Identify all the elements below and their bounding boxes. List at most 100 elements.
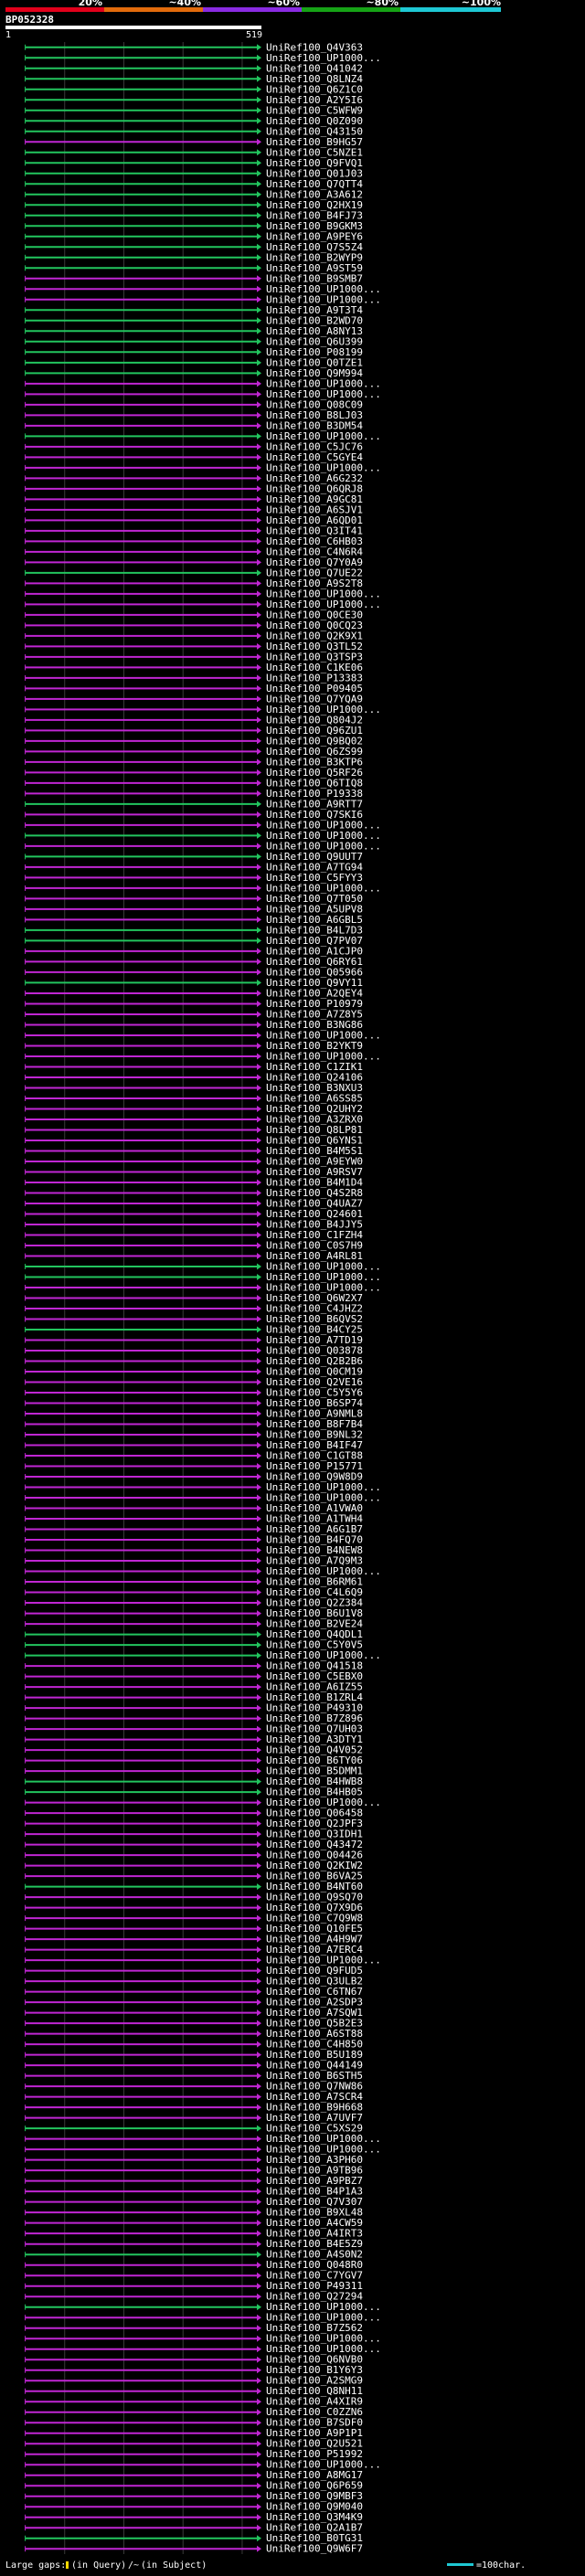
hit-label: UniRef100_A9RTT7 bbox=[266, 798, 363, 810]
hit-label: UniRef100_UP1000... bbox=[266, 1260, 381, 1272]
hit-label: UniRef100_B4FJ73 bbox=[266, 209, 363, 221]
hit-end-arrow bbox=[257, 747, 261, 755]
hit-end-arrow bbox=[257, 1662, 261, 1670]
hit-label: UniRef100_B3NXU3 bbox=[266, 1082, 363, 1094]
hit-end-arrow bbox=[257, 2524, 261, 2531]
hit-label: UniRef100_B0TG31 bbox=[266, 2532, 363, 2544]
hit-end-arrow bbox=[257, 2472, 261, 2479]
hit-label: UniRef100_C6TN67 bbox=[266, 1986, 363, 1998]
hit-label: UniRef100_A6G232 bbox=[266, 472, 363, 484]
hit-end-arrow bbox=[257, 1505, 261, 1512]
hit-label: UniRef100_UP1000... bbox=[266, 1797, 381, 1808]
hit-label: UniRef100_A3ZRX0 bbox=[266, 1113, 363, 1125]
hit-end-arrow bbox=[257, 2356, 261, 2363]
hit-end-arrow bbox=[257, 1452, 261, 1459]
hit-end-arrow bbox=[257, 1147, 261, 1154]
hit-label: UniRef100_Q7UE22 bbox=[266, 567, 363, 578]
hit-end-arrow bbox=[257, 611, 261, 619]
hit-label: UniRef100_B8LJ03 bbox=[266, 409, 363, 421]
hit-end-arrow bbox=[257, 443, 261, 451]
hit-end-arrow bbox=[257, 1295, 261, 1301]
hit-end-arrow bbox=[257, 170, 261, 177]
hit-end-arrow bbox=[257, 800, 261, 808]
hit-end-arrow bbox=[257, 2104, 261, 2111]
hit-label: UniRef100_Q4QDL1 bbox=[266, 1628, 363, 1640]
legend: Large gaps: (in Query) /~ (in Subject) =… bbox=[5, 2560, 526, 2571]
hit-label: UniRef100_B6STH5 bbox=[266, 2070, 363, 2082]
hit-label: UniRef100_Q9SQ70 bbox=[266, 1892, 363, 1903]
hit-label: UniRef100_Q2UHY2 bbox=[266, 1103, 363, 1115]
hit-end-arrow bbox=[257, 1715, 261, 1723]
hit-end-arrow bbox=[257, 117, 261, 124]
hit-label: UniRef100_Q3IT41 bbox=[266, 525, 363, 536]
hit-end-arrow bbox=[257, 1610, 261, 1617]
hit-label: UniRef100_B9NL32 bbox=[266, 1429, 363, 1441]
hit-label: UniRef100_Q0CE30 bbox=[266, 609, 363, 620]
hit-end-arrow bbox=[257, 2251, 261, 2258]
hit-end-arrow bbox=[257, 779, 261, 787]
hit-label: UniRef100_P49310 bbox=[266, 1702, 363, 1714]
hit-end-arrow bbox=[257, 1851, 261, 1859]
hit-end-arrow bbox=[257, 1042, 261, 1049]
hit-end-arrow bbox=[257, 1011, 261, 1018]
hit-label: UniRef100_Q9MBF3 bbox=[266, 2490, 363, 2502]
hit-label: UniRef100_B3DM54 bbox=[266, 419, 363, 431]
hit-end-arrow bbox=[257, 1189, 261, 1196]
hit-label: UniRef100_A6QD01 bbox=[266, 514, 363, 526]
hit-end-arrow bbox=[257, 2451, 261, 2458]
hit-label: UniRef100_Q7QTT4 bbox=[266, 178, 363, 190]
hit-label: UniRef100_UP1000... bbox=[266, 388, 381, 400]
hit-end-arrow bbox=[257, 2430, 261, 2437]
hit-end-arrow bbox=[257, 1494, 261, 1501]
hit-end-arrow bbox=[257, 1231, 261, 1238]
hit-end-arrow bbox=[257, 2062, 261, 2069]
hit-end-arrow bbox=[257, 2157, 261, 2164]
hit-end-arrow bbox=[257, 1347, 261, 1354]
hit-label: UniRef100_B6RM61 bbox=[266, 1576, 363, 1588]
hit-label: UniRef100_UP1000... bbox=[266, 2133, 381, 2145]
hit-label: UniRef100_Q7X9D6 bbox=[266, 1902, 363, 1913]
hit-label: UniRef100_C1GT88 bbox=[266, 1450, 363, 1462]
hit-end-arrow bbox=[257, 2545, 261, 2552]
hit-label: UniRef100_A6IZ55 bbox=[266, 1681, 363, 1693]
hit-end-arrow bbox=[257, 1158, 261, 1165]
hit-label: UniRef100_B4M5S1 bbox=[266, 1145, 363, 1157]
hit-end-arrow bbox=[257, 1683, 261, 1691]
hit-end-arrow bbox=[257, 1105, 261, 1112]
hit-label: UniRef100_Q6NVB0 bbox=[266, 2354, 363, 2366]
hit-label: UniRef100_A9TB96 bbox=[266, 2165, 363, 2177]
hit-end-arrow bbox=[257, 1893, 261, 1901]
hit-label: UniRef100_B7SDF0 bbox=[266, 2417, 363, 2429]
hit-end-arrow bbox=[257, 674, 261, 682]
hit-label: UniRef100_UP1000... bbox=[266, 830, 381, 842]
hit-label: UniRef100_Q7NW86 bbox=[266, 2081, 363, 2093]
hit-label: UniRef100_Q4V052 bbox=[266, 1744, 363, 1756]
hit-label: UniRef100_B3KTP6 bbox=[266, 756, 363, 768]
hit-label: UniRef100_Q2JPF3 bbox=[266, 1818, 363, 1829]
hit-end-arrow bbox=[257, 1694, 261, 1701]
hit-end-arrow bbox=[257, 1704, 261, 1712]
hit-label: UniRef100_C5WFW9 bbox=[266, 104, 363, 116]
hit-label: UniRef100_C5NZE1 bbox=[266, 146, 363, 158]
hit-end-arrow bbox=[257, 159, 261, 166]
hit-rows: UniRef100_Q4V363UniRef100_UP1000...UniRe… bbox=[25, 41, 381, 2555]
hit-end-arrow bbox=[257, 2514, 261, 2521]
hit-end-arrow bbox=[257, 1988, 261, 1996]
hit-end-arrow bbox=[257, 1179, 261, 1186]
hit-label: UniRef100_C0S7H9 bbox=[266, 1239, 363, 1251]
hit-label: UniRef100_A9PEY6 bbox=[266, 230, 363, 242]
hit-label: UniRef100_B9H668 bbox=[266, 2102, 363, 2114]
hit-label: UniRef100_Q2KIW2 bbox=[266, 1860, 363, 1871]
hit-end-arrow bbox=[257, 2188, 261, 2195]
hit-end-arrow bbox=[257, 684, 261, 692]
hit-label: UniRef100_Q2Z384 bbox=[266, 1597, 363, 1609]
hit-label: UniRef100_Q01J03 bbox=[266, 167, 363, 179]
hit-end-arrow bbox=[257, 1368, 261, 1375]
hit-label: UniRef100_Q0CM19 bbox=[266, 1366, 363, 1378]
hit-end-arrow bbox=[257, 1252, 261, 1259]
hit-label: UniRef100_Q3IDH1 bbox=[266, 1829, 363, 1840]
hit-label: UniRef100_A8NY13 bbox=[266, 325, 363, 337]
hit-label: UniRef100_Q9M994 bbox=[266, 367, 363, 379]
hit-end-arrow bbox=[257, 1925, 261, 1933]
hit-label: UniRef100_Q7SKI6 bbox=[266, 809, 363, 821]
